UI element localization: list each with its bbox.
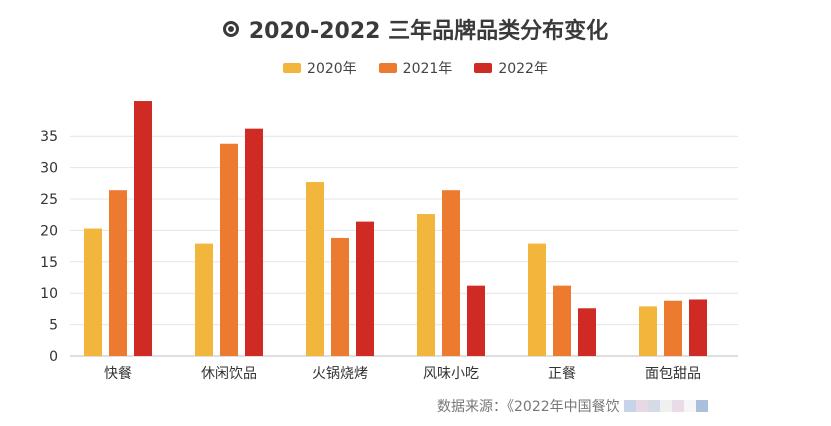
target-icon bbox=[222, 21, 239, 37]
source-text: 数据来源：《2022年中国餐饮 bbox=[437, 399, 620, 415]
legend-swatch-2022 bbox=[474, 63, 493, 73]
x-tick-label: 面包甜品 bbox=[645, 366, 701, 382]
bar-5-1 bbox=[664, 300, 682, 356]
bar-4-1 bbox=[553, 285, 571, 356]
legend-item-2020: 2020年 bbox=[283, 58, 357, 78]
blurred-region bbox=[623, 400, 708, 412]
source-note: 数据来源：《2022年中国餐饮 bbox=[437, 396, 708, 416]
x-tick-label: 火锅烧烤 bbox=[312, 366, 368, 382]
bar-3-0 bbox=[417, 214, 435, 356]
y-tick-label: 25 bbox=[40, 192, 58, 208]
chart-title: 2020-2022 三年品牌品类分布变化 bbox=[248, 19, 609, 44]
bar-4-0 bbox=[528, 243, 546, 356]
y-tick-label: 10 bbox=[40, 286, 58, 302]
legend-item-2021: 2021年 bbox=[378, 58, 453, 78]
y-tick-label: 0 bbox=[49, 349, 58, 365]
legend-label-2021: 2021年 bbox=[402, 61, 453, 77]
legend-label-2020: 2020年 bbox=[307, 61, 357, 77]
bar-1-0 bbox=[195, 243, 213, 356]
x-tick-label: 正餐 bbox=[548, 366, 576, 382]
bar-1-1 bbox=[220, 143, 238, 356]
bar-0-0 bbox=[84, 228, 102, 356]
legend-label-2022: 2022年 bbox=[498, 61, 548, 77]
y-tick-label: 30 bbox=[40, 161, 58, 177]
bar-3-1 bbox=[442, 190, 460, 356]
y-tick-label: 5 bbox=[49, 318, 58, 334]
bar-0-2 bbox=[134, 101, 152, 356]
bar-5-0 bbox=[639, 306, 657, 356]
bar-4-2 bbox=[578, 308, 596, 356]
legend-item-2022: 2022年 bbox=[474, 58, 548, 78]
chart-title-bar: 2020-2022 三年品牌品类分布变化 bbox=[0, 12, 831, 46]
bar-1-2 bbox=[245, 128, 263, 356]
y-tick-label: 15 bbox=[40, 255, 58, 271]
bar-2-0 bbox=[306, 182, 324, 356]
legend: 2020年 2021年 2022年 bbox=[0, 58, 831, 78]
bar-2-2 bbox=[356, 221, 374, 356]
bar-5-2 bbox=[689, 299, 707, 356]
legend-swatch-2021 bbox=[378, 63, 397, 73]
bar-2-1 bbox=[331, 237, 349, 356]
x-tick-label: 快餐 bbox=[104, 366, 132, 382]
x-tick-label: 风味小吃 bbox=[423, 366, 479, 382]
bar-0-1 bbox=[109, 190, 127, 356]
y-tick-label: 20 bbox=[40, 223, 58, 239]
bar-3-2 bbox=[467, 285, 485, 356]
x-tick-label: 休闲饮品 bbox=[201, 366, 257, 382]
y-tick-label: 35 bbox=[40, 129, 58, 145]
legend-swatch-2020 bbox=[283, 63, 302, 73]
